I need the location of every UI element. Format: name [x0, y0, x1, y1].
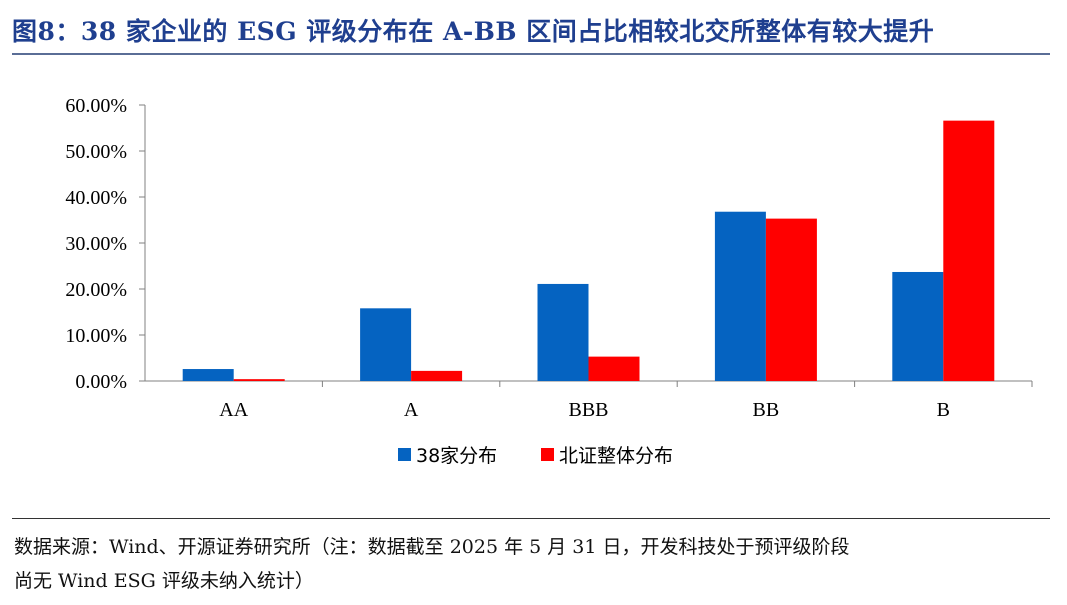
bar-2-bb [765, 218, 817, 381]
y-tick-label: 30.00% [65, 233, 127, 255]
x-tick-label: AA [219, 399, 248, 421]
y-tick-label: 60.00% [65, 95, 127, 117]
bar-1-aa [182, 369, 234, 381]
title-divider [12, 53, 1050, 55]
figure-title: 图8：38 家企业的 ESG 评级分布在 A-BB 区间占比相较北交所整体有较大… [12, 17, 935, 46]
source-divider [12, 518, 1050, 519]
x-tick-label: BB [753, 399, 780, 421]
legend-swatch-2 [541, 448, 554, 461]
y-tick-label: 10.00% [65, 325, 127, 347]
x-tick-label: BBB [568, 399, 608, 421]
x-tick-label: A [404, 399, 419, 421]
source-line-2: 尚无 Wind ESG 评级未纳入统计） [14, 570, 314, 592]
x-tick-label: B [937, 399, 950, 421]
legend-label-2: 北证整体分布 [559, 445, 673, 467]
source-note: 数据来源：Wind、开源证券研究所（注：数据截至 2025 年 5 月 31 日… [14, 530, 1052, 598]
bar-2-b [943, 120, 995, 381]
bar-1-b [892, 271, 944, 381]
bar-1-bbb [537, 283, 589, 381]
y-tick-label: 40.00% [65, 187, 127, 209]
y-tick-label: 0.00% [75, 371, 127, 393]
y-tick-label: 20.00% [65, 279, 127, 301]
legend-swatch-1 [398, 448, 411, 461]
bar-2-aa [233, 379, 285, 381]
bar-chart: 0.00% 10.00% 20.00% 30.00% 40.00% 50.00% 60.00… [65, 95, 1033, 467]
source-line-1: 数据来源：Wind、开源证券研究所（注：数据截至 2025 年 5 月 31 日… [14, 536, 850, 558]
bar-1-bb [714, 211, 766, 381]
legend-label-1: 38家分布 [416, 445, 497, 467]
bar-2-a [411, 370, 463, 381]
bar-2-bbb [588, 356, 640, 381]
y-tick-label: 50.00% [65, 141, 127, 163]
bar-1-a [360, 308, 412, 381]
